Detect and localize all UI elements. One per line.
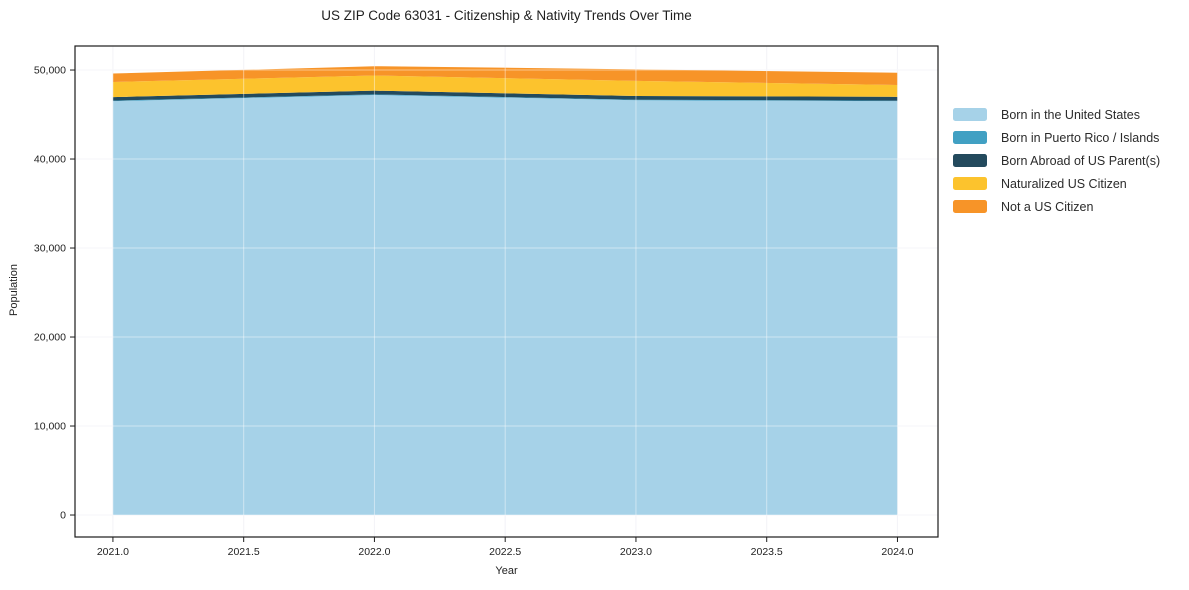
chart-title: US ZIP Code 63031 - Citizenship & Nativi… bbox=[321, 8, 692, 23]
x-tick-label: 2023.5 bbox=[751, 546, 783, 558]
x-tick-label: 2021.5 bbox=[228, 546, 260, 558]
x-tick-label: 2024.0 bbox=[881, 546, 913, 558]
y-tick-label: 10,000 bbox=[34, 421, 66, 433]
legend-swatch-naturalized bbox=[953, 177, 987, 190]
stacked-areas bbox=[112, 66, 898, 516]
y-tick-label: 50,000 bbox=[34, 65, 66, 77]
gridlines-overlay bbox=[75, 46, 938, 537]
area-born-in-the-united-states bbox=[112, 94, 898, 516]
legend-item: Born in Puerto Rico / Islands bbox=[953, 130, 1160, 145]
legend: Born in the United States Born in Puerto… bbox=[953, 107, 1161, 214]
x-axis-label: Year bbox=[495, 565, 518, 577]
y-axis-label: Population bbox=[8, 264, 20, 316]
y-tick-label: 20,000 bbox=[34, 332, 66, 344]
y-tick-label: 0 bbox=[60, 510, 66, 522]
axis-ticks: 0 10,000 20,000 30,000 40,000 50,000 2021.0 202… bbox=[34, 65, 914, 558]
legend-item: Born Abroad of US Parent(s) bbox=[953, 153, 1161, 168]
area-born-abroad-of-us-parent-s bbox=[112, 90, 898, 101]
legend-swatch-not-citizen bbox=[953, 200, 987, 213]
legend-swatch-born-us bbox=[953, 108, 987, 121]
legend-item: Born in the United States bbox=[953, 107, 1160, 122]
area-born-in-puerto-rico-islands bbox=[112, 94, 898, 102]
area-not-a-us-citizen bbox=[112, 66, 898, 85]
legend-label: Naturalized US Citizen bbox=[1001, 176, 1127, 191]
legend-label: Born Abroad of US Parent(s) bbox=[1001, 153, 1161, 168]
x-tick-label: 2022.0 bbox=[358, 546, 390, 558]
legend-item: Not a US Citizen bbox=[953, 199, 1160, 214]
legend-item: Naturalized US Citizen bbox=[953, 176, 1160, 191]
x-tick-label: 2022.5 bbox=[489, 546, 521, 558]
plot-frame bbox=[74, 45, 939, 538]
x-tick-label: 2021.0 bbox=[97, 546, 129, 558]
legend-label: Not a US Citizen bbox=[1001, 199, 1094, 214]
legend-label: Born in Puerto Rico / Islands bbox=[1001, 130, 1160, 145]
x-tick-label: 2023.0 bbox=[620, 546, 652, 558]
area-naturalized-us-citizen bbox=[112, 75, 898, 98]
legend-swatch-born-puerto-rico bbox=[953, 131, 987, 144]
legend-label: Born in the United States bbox=[1001, 107, 1140, 122]
legend-swatch-born-abroad bbox=[953, 154, 987, 167]
y-tick-label: 40,000 bbox=[34, 154, 66, 166]
y-tick-label: 30,000 bbox=[34, 243, 66, 255]
